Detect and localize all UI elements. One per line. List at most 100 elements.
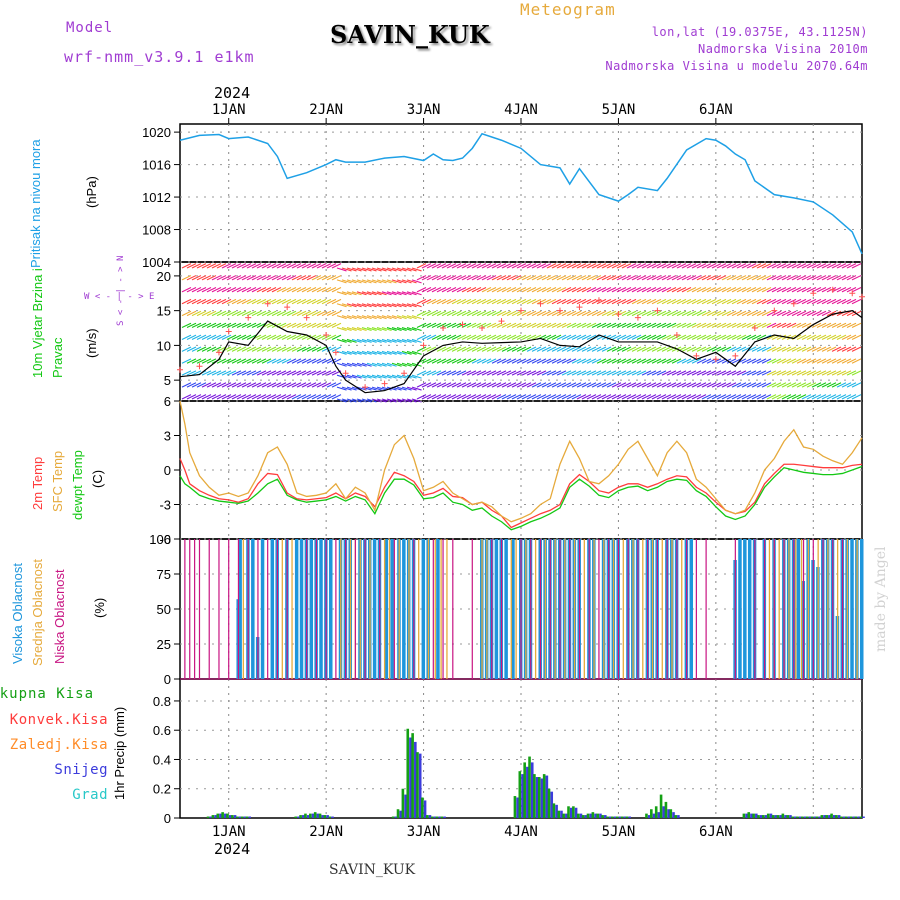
elevation-label: Nadmorska Visina 2010m bbox=[698, 42, 868, 56]
wind-barb bbox=[346, 279, 357, 284]
wind-barb bbox=[521, 263, 532, 269]
wind-barb bbox=[391, 303, 402, 308]
wind-barb bbox=[836, 394, 847, 400]
wind-barb bbox=[701, 298, 712, 305]
wind-barb bbox=[826, 370, 837, 376]
wind-barb bbox=[491, 298, 502, 305]
wind-barb bbox=[666, 358, 677, 364]
wind-barb bbox=[366, 267, 377, 272]
wind-barb bbox=[571, 334, 582, 340]
wind-barb bbox=[696, 394, 707, 400]
wind-barb bbox=[356, 327, 367, 332]
wind-barb bbox=[201, 310, 212, 317]
wind-barb bbox=[706, 382, 717, 388]
wind-barb bbox=[501, 322, 512, 329]
wind-barb bbox=[521, 394, 532, 400]
wind-barb bbox=[726, 346, 737, 352]
wind-barb bbox=[391, 362, 402, 367]
bottom-date-label: 2JAN bbox=[309, 824, 343, 840]
precip-snow-bar bbox=[823, 815, 826, 818]
wind-barb bbox=[481, 275, 492, 281]
wind-barb bbox=[491, 286, 502, 293]
precip-snow-bar bbox=[657, 812, 661, 818]
wind-barb bbox=[711, 346, 722, 352]
wind-barb bbox=[296, 310, 307, 317]
wind-barb bbox=[436, 358, 447, 364]
wind-barb bbox=[551, 370, 562, 376]
wind-barb bbox=[426, 263, 437, 269]
wind-barb bbox=[381, 338, 392, 343]
wind-barb bbox=[516, 263, 527, 269]
ytick-label-precip: 0.8 bbox=[153, 694, 171, 709]
wind-barb bbox=[566, 394, 577, 400]
wind-barb bbox=[531, 322, 542, 329]
wind-barb bbox=[666, 275, 677, 281]
wind-barb bbox=[841, 286, 852, 293]
wind-barb bbox=[661, 298, 672, 305]
ytick-label-cloud: 25 bbox=[157, 637, 171, 652]
wind-barb bbox=[361, 267, 372, 272]
wind-barb bbox=[186, 358, 197, 364]
wind-barb bbox=[576, 263, 587, 269]
wind-barb bbox=[721, 322, 732, 329]
wind-barb bbox=[831, 394, 842, 400]
wind-barb bbox=[586, 263, 597, 269]
wind-barb bbox=[796, 298, 807, 305]
wind-barb bbox=[301, 334, 312, 340]
precip-total-bar bbox=[586, 813, 590, 818]
wind-barb bbox=[541, 322, 552, 329]
wind-barb bbox=[816, 358, 827, 364]
wind-barb bbox=[226, 310, 237, 317]
wind-barb bbox=[486, 382, 497, 388]
wind-barb bbox=[631, 298, 642, 305]
wind-barb bbox=[321, 382, 332, 388]
wind-barb bbox=[336, 386, 347, 391]
wind-barb bbox=[811, 358, 822, 364]
wind-barb bbox=[386, 303, 397, 308]
cloud-high-bar bbox=[747, 539, 752, 679]
wind-barb bbox=[226, 286, 237, 293]
wind-barb bbox=[851, 286, 862, 293]
wind-barb bbox=[371, 303, 382, 308]
wind-barb bbox=[836, 286, 847, 293]
precip-snow-bar bbox=[306, 815, 310, 818]
precip-snow-bar bbox=[248, 816, 251, 818]
wind-barb bbox=[611, 382, 622, 388]
wind-barb bbox=[271, 346, 282, 352]
wind-barb bbox=[751, 322, 762, 329]
wind-barb bbox=[556, 310, 567, 317]
precip-snow-bar bbox=[647, 815, 651, 818]
wind-barb bbox=[491, 275, 502, 281]
precip-total-bar bbox=[810, 816, 814, 818]
wind-barb bbox=[481, 370, 492, 376]
ytick-label-cloud: 50 bbox=[157, 602, 171, 617]
wind-barb bbox=[536, 394, 547, 400]
wind-barb bbox=[366, 315, 377, 320]
wind-barb bbox=[301, 322, 312, 329]
wind-barb bbox=[846, 263, 857, 269]
wind-barb bbox=[286, 394, 297, 400]
wind-barb bbox=[431, 370, 442, 376]
wind-barb bbox=[441, 263, 452, 269]
wind-barb bbox=[346, 338, 357, 343]
wind-barb bbox=[756, 346, 767, 352]
wind-barb bbox=[711, 382, 722, 388]
wind-barb bbox=[511, 275, 522, 281]
wind-barb bbox=[191, 322, 202, 329]
wind-barb bbox=[231, 358, 242, 364]
wind-barb bbox=[391, 291, 402, 296]
precip-snow-bar bbox=[764, 815, 768, 818]
wind-barb bbox=[646, 358, 657, 364]
wind-barb bbox=[716, 263, 727, 269]
wind-barb bbox=[661, 263, 672, 269]
wind-barb bbox=[746, 322, 757, 329]
wind-barb bbox=[291, 346, 302, 352]
wind-barb bbox=[716, 394, 727, 400]
wind-barb bbox=[466, 275, 477, 281]
wind-barb bbox=[471, 286, 482, 293]
wind-barb bbox=[461, 322, 472, 329]
wind-barb bbox=[216, 298, 227, 305]
ytick-label-precip: 0.2 bbox=[153, 782, 171, 797]
wind-barb bbox=[461, 263, 472, 269]
wind-barb bbox=[186, 346, 197, 352]
